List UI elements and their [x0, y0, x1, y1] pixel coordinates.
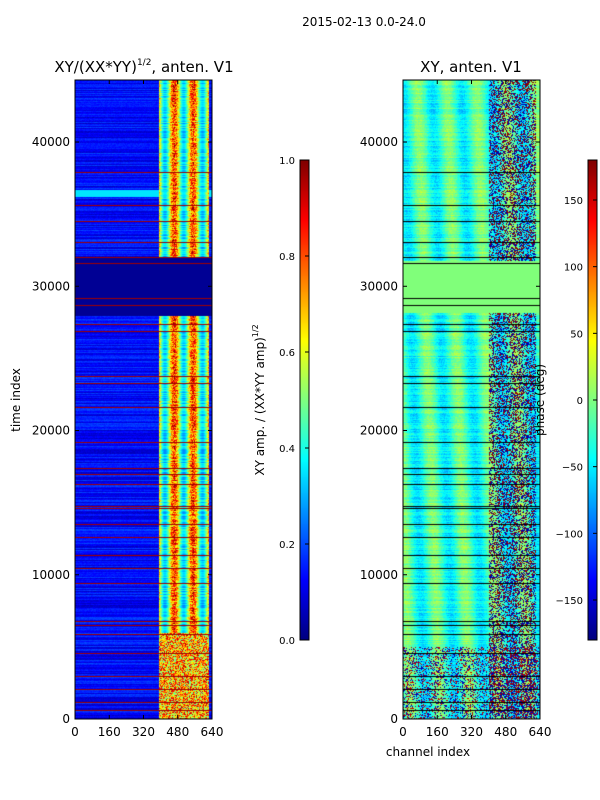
phase-ytick-label: 0: [390, 712, 398, 726]
phase-ticks: 0 160 320 480 640 0 10000 20000 30000 40000: [360, 80, 552, 739]
phase-xtick-label: 0: [399, 725, 407, 739]
phase-colorbar-label: phase (deg): [533, 364, 547, 436]
phase-cbtick-label: 100: [564, 263, 583, 274]
phase-ytick-label: 20000: [360, 424, 398, 438]
amplitude-cbtick-label: 0.8: [279, 252, 295, 263]
phase-cbtick-label: −50: [562, 463, 583, 474]
phase-cbtick-label: 0: [577, 396, 583, 407]
amplitude-cbtick-label: 0.2: [279, 540, 295, 551]
phase-xlabel: channel index: [386, 745, 470, 759]
amplitude-colorbar-image: [300, 160, 309, 640]
phase-cbtick-label: −100: [556, 529, 583, 540]
amplitude-heatmap-image: [75, 80, 212, 719]
phase-colorbar-image: [588, 160, 597, 640]
amplitude-colorbar: 0.0 0.2 0.4 0.6 0.8 1.0 XY amp. / (XX*YY amp)…: [251, 156, 310, 647]
amplitude-ylabel: time index: [9, 368, 23, 432]
amplitude-ytick-label: 40000: [32, 135, 70, 149]
amplitude-ytick-label: 10000: [32, 568, 70, 582]
phase-ytick-label: 10000: [360, 568, 398, 582]
amplitude-ticks: 0 160 320 480 640 0 10000 20000 30000 40000: [32, 80, 224, 739]
phase-title: XY, anten. V1: [420, 58, 522, 76]
phase-xtick-label: 160: [426, 725, 449, 739]
figure-suptitle: 2015-02-13 0.0-24.0: [302, 15, 426, 29]
phase-cbtick-label: 150: [564, 196, 583, 207]
amplitude-xtick-label: 640: [201, 725, 224, 739]
amplitude-xtick-label: 0: [71, 725, 79, 739]
phase-ytick-label: 30000: [360, 279, 398, 293]
amplitude-cbtick-label: 0.4: [279, 444, 295, 455]
amplitude-colorbar-label: XY amp. / (XX*YY amp)1/2: [251, 324, 267, 475]
amplitude-ytick-label: 0: [62, 712, 70, 726]
phase-cbtick-label: 50: [570, 329, 583, 340]
amplitude-ytick-label: 20000: [32, 424, 70, 438]
amplitude-panel: XY/(XX*YY)1/2, anten. V1 0 160 320 480 640 0 1…: [9, 58, 234, 739]
amplitude-colorbar-frame: [299, 159, 310, 641]
phase-cbtick-label: −150: [556, 596, 583, 607]
amplitude-xtick-label: 480: [166, 725, 189, 739]
phase-panel: XY, anten. V1 0 160 320 480 640 0 10000 20000 30…: [360, 58, 552, 759]
phase-colorbar-ticks: 150 100 50 0 −50 −100 −150: [556, 196, 597, 607]
amplitude-ytick-label: 30000: [32, 279, 70, 293]
amplitude-cbtick-label: 0.0: [279, 636, 295, 647]
phase-ytick-label: 40000: [360, 135, 398, 149]
amplitude-colorbar-ticks: 0.0 0.2 0.4 0.6 0.8 1.0: [279, 156, 309, 647]
amplitude-xtick-label: 320: [132, 725, 155, 739]
phase-xtick-label: 640: [529, 725, 552, 739]
amplitude-xtick-label: 160: [98, 725, 121, 739]
amplitude-cbtick-label: 1.0: [279, 156, 295, 167]
amplitude-cbtick-label: 0.6: [279, 348, 295, 359]
amplitude-title: XY/(XX*YY)1/2, anten. V1: [54, 58, 233, 76]
phase-colorbar: 150 100 50 0 −50 −100 −150 phase (deg): [533, 159, 598, 641]
phase-xtick-label: 480: [494, 725, 517, 739]
phase-xtick-label: 320: [460, 725, 483, 739]
phase-heatmap-image: [403, 80, 540, 719]
